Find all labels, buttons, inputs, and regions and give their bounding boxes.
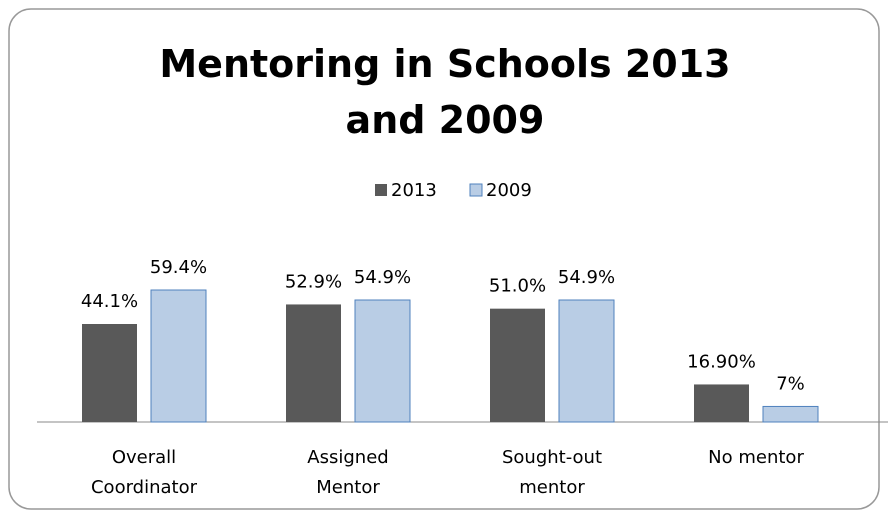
data-label: 16.90% [687, 351, 756, 372]
data-label: 7% [776, 373, 805, 394]
x-tick-label: Sought-out mentor [501, 447, 603, 498]
data-label: 54.9% [558, 267, 615, 288]
data-label: 51.0% [489, 276, 546, 297]
bar [354, 299, 411, 423]
bar [694, 384, 749, 422]
bar [150, 289, 207, 423]
bar [490, 308, 545, 422]
legend-swatch [469, 183, 483, 197]
bar [82, 324, 137, 422]
legend-swatch [375, 184, 387, 196]
chart-title: Mentoring in Schools 2013 and 2009 [159, 42, 731, 142]
bar [762, 405, 819, 423]
chart-frame [8, 8, 880, 510]
bar [286, 304, 341, 422]
legend-label: 2009 [486, 180, 532, 201]
x-tick-label: No mentor [708, 447, 804, 468]
data-label: 44.1% [81, 291, 138, 312]
x-tick-label: Overall Coordinator [90, 447, 197, 498]
data-label: 52.9% [285, 271, 342, 292]
bar [558, 299, 615, 423]
legend-label: 2013 [391, 180, 437, 201]
x-tick-label: Assigned Mentor [307, 447, 389, 498]
data-label: 54.9% [354, 267, 411, 288]
data-label: 59.4% [150, 257, 207, 278]
